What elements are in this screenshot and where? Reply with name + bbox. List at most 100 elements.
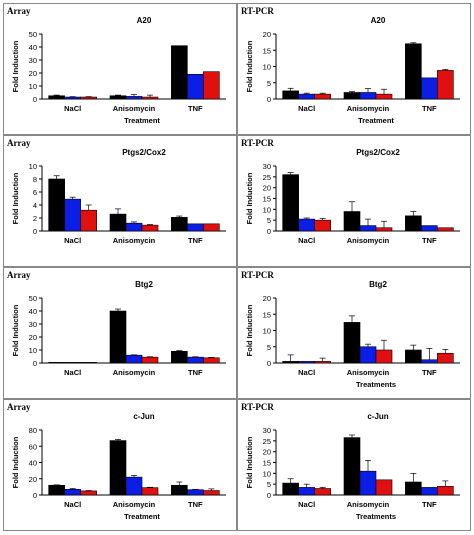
panel-label: RT-PCR (241, 6, 274, 16)
panel-label: Array (7, 270, 31, 280)
y-axis-label: Fold Induction (11, 436, 20, 488)
y-tick-label: 50 (29, 30, 37, 39)
bar (48, 178, 65, 232)
y-tick-label: 40 (29, 459, 37, 468)
y-tick-label: 10 (263, 63, 271, 72)
x-tick-label: Anisomycin (113, 368, 156, 377)
chart-panel: RT-PCR Ptgs2/Cox2 0 5 10 15 20 25 30 Fold Inducti… (237, 135, 471, 267)
y-axis-label: Fold Induction (245, 436, 254, 488)
bar (343, 211, 361, 232)
bar (80, 490, 97, 496)
bar-chart: A20 0 10 20 30 40 50 Fold Induction NaCl Anisomyc… (11, 16, 226, 125)
bar (80, 362, 97, 364)
x-tick-label: TNF (188, 104, 203, 113)
bar-chart: A20 0 5 10 15 20 Fold Induction NaCl Anisomycin T… (245, 16, 460, 125)
bar (437, 486, 454, 496)
y-tick-label: 0 (33, 95, 37, 104)
chart-panel: RT-PCR c-Jun 0 5 10 15 20 25 30 Fold Induction NaC… (237, 399, 471, 531)
x-tick-label: Anisomycin (347, 368, 390, 377)
bar (298, 487, 315, 496)
bar (421, 225, 438, 232)
x-tick-label: TNF (422, 368, 437, 377)
bar (421, 77, 438, 100)
x-axis-label: Treatments (356, 512, 396, 521)
bar (405, 481, 422, 496)
y-tick-label: 80 (29, 426, 37, 435)
panel-label: RT-PCR (241, 270, 274, 280)
chart-title: A20 (137, 16, 152, 25)
bar (64, 96, 81, 100)
y-tick-label: 15 (263, 195, 271, 204)
bar (203, 357, 220, 364)
panel-label: Array (7, 138, 31, 148)
chart-panel: Array c-Jun 0 20 40 60 80 Fold Induction NaCl Ani… (3, 399, 237, 531)
bar-chart: Btg2 0 10 20 30 40 50 Fold Induction NaCl Anisomy… (11, 280, 226, 377)
y-tick-label: 20 (29, 69, 37, 78)
x-tick-label: Anisomycin (113, 236, 156, 245)
bar (405, 43, 422, 100)
bar (375, 479, 393, 496)
y-axis-label: Fold Induction (245, 40, 254, 92)
y-tick-label: 15 (263, 310, 271, 319)
x-tick-label: Anisomycin (347, 500, 390, 509)
y-axis-label: Fold Induction (245, 172, 254, 224)
bar (314, 361, 331, 364)
x-tick-label: Anisomycin (347, 236, 390, 245)
bar (64, 362, 81, 364)
panel-label: Array (7, 6, 31, 16)
bar (203, 223, 220, 232)
y-tick-label: 10 (29, 82, 37, 91)
bar (171, 484, 188, 496)
bar (359, 346, 377, 364)
x-tick-label: NaCl (298, 368, 315, 377)
panel-label: RT-PCR (241, 402, 274, 412)
chart-title: Ptgs2/Cox2 (356, 148, 400, 157)
chart-title: Ptgs2/Cox2 (122, 148, 166, 157)
y-axis-label: Fold Induction (11, 40, 20, 92)
bar (437, 227, 454, 232)
x-axis-label: Treatment (124, 116, 160, 125)
bar (282, 361, 299, 364)
x-axis-label: Treatment (124, 512, 160, 521)
bar (171, 45, 188, 100)
bar (203, 71, 220, 100)
x-tick-label: Anisomycin (347, 104, 390, 113)
y-axis-label: Fold Induction (11, 172, 20, 224)
bar (359, 470, 377, 496)
y-tick-label: 4 (33, 201, 37, 210)
y-tick-label: 10 (263, 469, 271, 478)
bar (405, 215, 422, 232)
y-tick-label: 15 (263, 46, 271, 55)
x-tick-label: Anisomycin (113, 104, 156, 113)
x-tick-label: TNF (188, 500, 203, 509)
y-tick-label: 40 (29, 43, 37, 52)
bar (203, 490, 220, 496)
bar (375, 349, 393, 364)
bar (171, 217, 188, 232)
y-tick-label: 8 (33, 175, 37, 184)
panel-label: RT-PCR (241, 138, 274, 148)
bar (48, 95, 65, 100)
bar (343, 322, 361, 364)
chart-title: A20 (371, 16, 386, 25)
y-tick-label: 6 (33, 188, 37, 197)
x-tick-label: NaCl (298, 500, 315, 509)
bar (375, 227, 393, 232)
y-tick-label: 0 (33, 359, 37, 368)
bar-chart: Ptgs2/Cox2 0 2 4 6 8 10 Fold Induction NaCl Aniso… (11, 148, 226, 245)
bar (437, 70, 454, 100)
y-tick-label: 5 (267, 79, 271, 88)
bar (125, 476, 143, 496)
bar (282, 90, 299, 100)
y-tick-label: 30 (29, 320, 37, 329)
x-tick-label: NaCl (64, 104, 81, 113)
bar (48, 484, 65, 496)
y-tick-label: 30 (263, 162, 271, 171)
bar (109, 310, 127, 364)
bar (80, 209, 97, 232)
x-tick-label: TNF (422, 500, 437, 509)
bar (359, 92, 377, 100)
bar (187, 223, 204, 232)
y-axis-label: Fold Induction (11, 304, 20, 356)
